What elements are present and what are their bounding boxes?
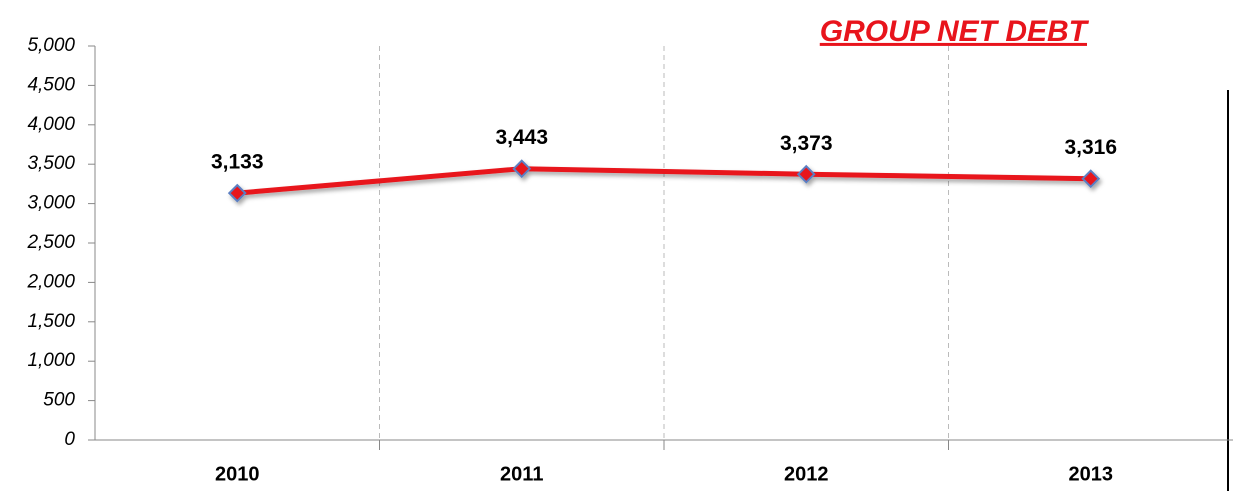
marker (796, 164, 816, 184)
data-label: 3,316 (1064, 136, 1117, 159)
y-tick-label: 2,000 (26, 271, 75, 292)
chart-title: GROUP NET DEBT (820, 15, 1090, 48)
series (227, 159, 1101, 203)
marker (227, 183, 247, 203)
y-tick-label: 2,500 (26, 232, 75, 253)
data-label: 3,373 (780, 132, 833, 155)
y-tick-label: 1,500 (27, 311, 75, 332)
x-tick-label: 2011 (500, 463, 543, 485)
y-tick-label: 0 (64, 429, 75, 450)
x-tick-label: 2012 (784, 463, 829, 485)
y-tick-label: 3,500 (27, 153, 75, 174)
y-tick-label: 500 (43, 390, 75, 411)
y-tick-label: 4,000 (27, 114, 75, 135)
x-tick-label: 2013 (1069, 463, 1114, 485)
marker (512, 159, 532, 179)
x-tick-label: 2010 (215, 463, 260, 485)
data-label: 3,133 (211, 151, 264, 174)
line (237, 166, 1091, 196)
y-tick-label: 5,000 (27, 35, 75, 56)
data-label: 3,443 (495, 126, 548, 149)
y-tick-label: 3,000 (27, 193, 75, 214)
y-tick-label: 4,500 (27, 74, 75, 95)
y-tick-label: 1,000 (27, 350, 75, 371)
marker (1081, 169, 1101, 189)
